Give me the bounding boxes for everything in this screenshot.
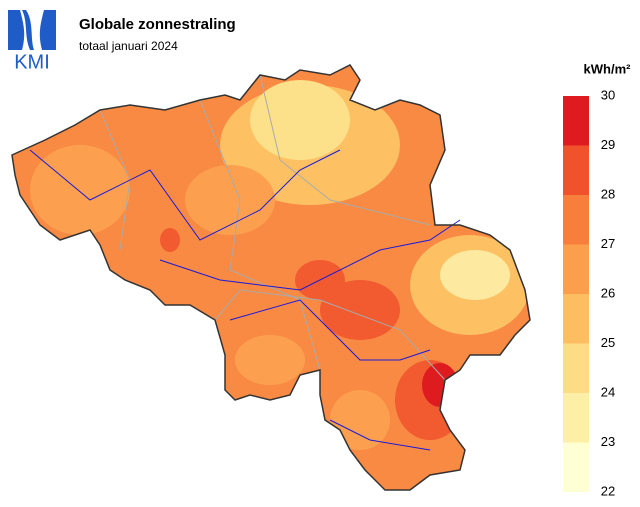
legend: kWh/m² 22 23 24 25 26 27 28 29 30: [563, 61, 631, 498]
map: [12, 65, 530, 490]
logo-text: KMI: [14, 51, 50, 73]
legend-swatch: [563, 96, 589, 146]
legend-swatch: [563, 195, 589, 245]
subtitle: totaal januari 2024: [79, 39, 178, 53]
legend-tick-label: 22: [601, 483, 615, 498]
legend-tick-label: 25: [601, 335, 615, 350]
legend-unit: kWh/m²: [584, 61, 632, 76]
rivers: [29, 149, 461, 451]
legend-tick-label: 24: [601, 384, 615, 399]
legend-swatch: [563, 244, 589, 294]
legend-tick-label: 29: [601, 137, 615, 152]
legend-tick-label: 26: [601, 285, 615, 300]
legend-swatch: [563, 343, 589, 393]
legend-swatch: [563, 294, 589, 344]
title: Globale zonnestraling: [79, 16, 236, 33]
legend-swatch: [563, 393, 589, 443]
legend-tick-label: 23: [601, 434, 615, 449]
legend-tick-label: 30: [601, 87, 615, 102]
logo: KMI: [8, 10, 56, 73]
legend-swatch: [563, 442, 589, 492]
legend-tick-label: 27: [601, 236, 615, 251]
legend-tick-label: 28: [601, 186, 615, 201]
legend-swatch: [563, 145, 589, 195]
